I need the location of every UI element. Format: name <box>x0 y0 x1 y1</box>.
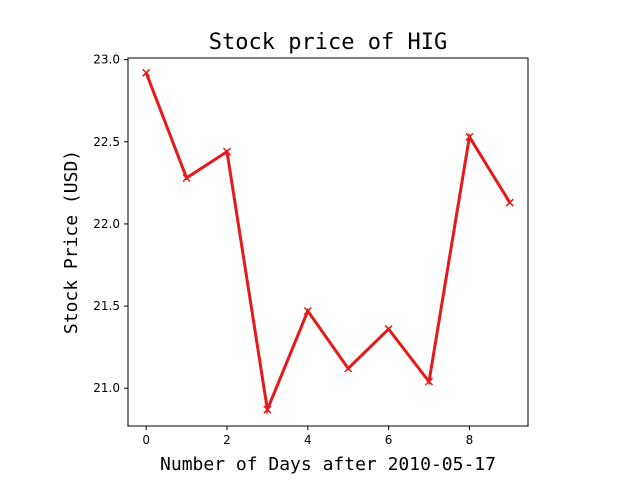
y-axis-label: Stock Price (USD) <box>61 150 82 334</box>
series-line <box>144 72 512 416</box>
data-point <box>222 147 232 156</box>
data-point <box>263 405 272 414</box>
x-tick-label: 4 <box>304 433 312 447</box>
data-point <box>344 364 353 373</box>
data-point <box>142 68 151 77</box>
data-point <box>465 132 474 141</box>
chart-title: Stock price of HIG <box>209 30 447 55</box>
series-layer <box>142 68 514 416</box>
y-tick-label: 21.5 <box>93 299 120 313</box>
data-point <box>384 325 393 334</box>
y-tick-label: 23.0 <box>93 53 120 67</box>
x-tick-label: 6 <box>385 433 393 447</box>
plot-area <box>127 57 529 427</box>
x-axis-label: Number of Days after 2010-05-17 <box>160 454 496 475</box>
x-tick-label: 0 <box>142 433 150 447</box>
x-tick-label: 8 <box>466 433 474 447</box>
y-axis: 21.0 21.5 22.0 22.5 23.0 <box>93 53 128 395</box>
y-tick-label: 22.5 <box>93 135 120 149</box>
data-point <box>182 173 191 182</box>
data-point <box>424 377 434 386</box>
plot-frame <box>127 57 529 427</box>
data-point <box>505 198 514 207</box>
x-axis: 0 2 4 6 8 <box>142 426 473 447</box>
x-tick-label: 2 <box>223 433 231 447</box>
y-tick-label: 21.0 <box>93 381 120 395</box>
data-point <box>303 306 312 316</box>
y-tick-label: 22.0 <box>93 217 120 231</box>
